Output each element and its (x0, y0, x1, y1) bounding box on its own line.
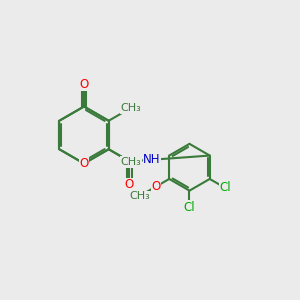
Text: O: O (125, 178, 134, 191)
Text: O: O (80, 77, 88, 91)
Text: CH₃: CH₃ (120, 157, 141, 167)
Text: CH₃: CH₃ (129, 191, 150, 201)
Text: O: O (152, 180, 161, 193)
Text: NH: NH (143, 153, 161, 166)
Text: CH₃: CH₃ (120, 103, 141, 113)
Text: Cl: Cl (220, 182, 231, 194)
Text: Cl: Cl (184, 201, 195, 214)
Text: O: O (80, 157, 88, 170)
